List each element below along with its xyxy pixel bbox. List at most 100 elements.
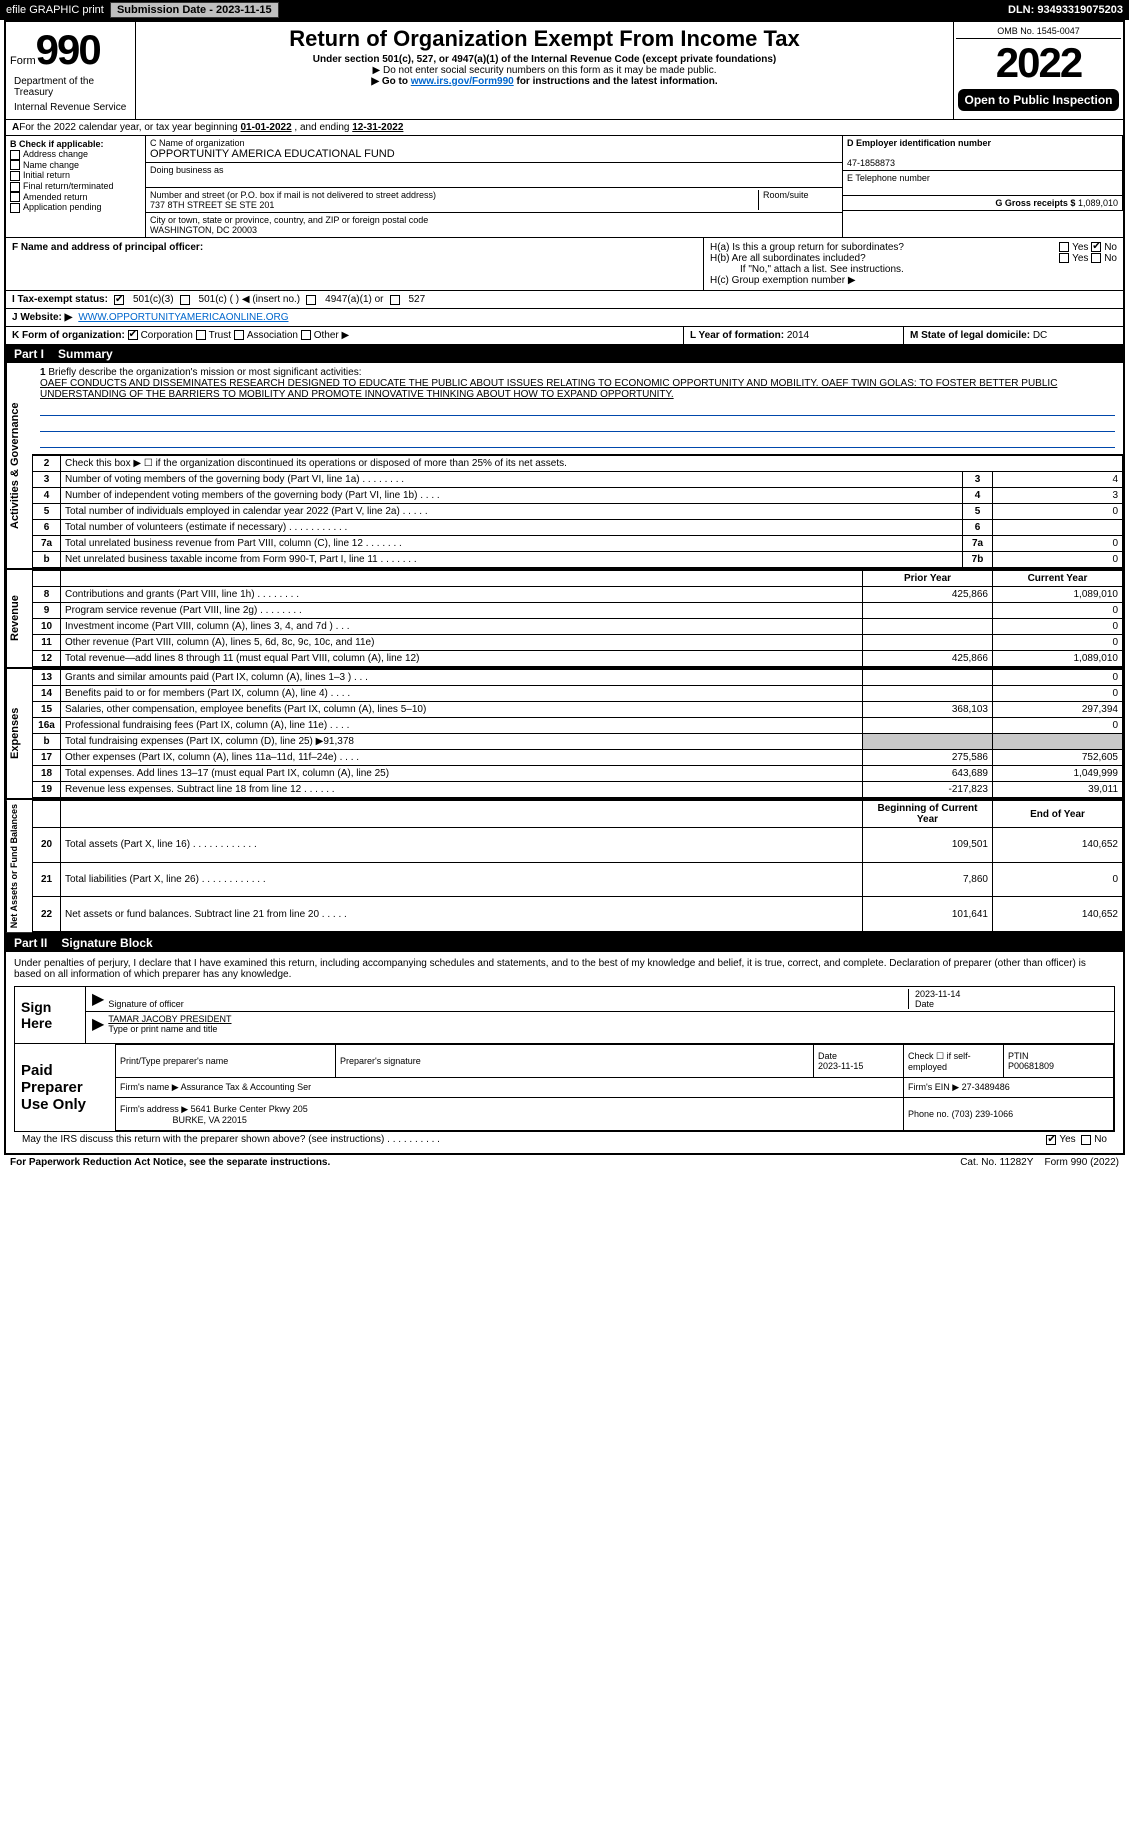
omb-number: OMB No. 1545-0047 xyxy=(956,24,1121,39)
street-value: 737 8TH STREET SE STE 201 xyxy=(150,200,274,210)
chk-amended-return[interactable] xyxy=(10,192,20,202)
chk-501c3[interactable] xyxy=(114,295,124,305)
j-label: J Website: ▶ xyxy=(12,312,72,323)
ptin-value: P00681809 xyxy=(1008,1061,1054,1071)
firm-phone-label: Phone no. xyxy=(908,1109,949,1119)
chk-initial-return[interactable] xyxy=(10,171,20,181)
firm-phone: (703) 239-1066 xyxy=(952,1109,1014,1119)
submission-date-button[interactable]: Submission Date - 2023-11-15 xyxy=(110,2,279,18)
expenses-table: 13Grants and similar amounts paid (Part … xyxy=(32,669,1123,798)
sign-here-label: Sign Here xyxy=(15,987,85,1043)
expenses-side-label: Expenses xyxy=(6,669,32,798)
firm-name: Assurance Tax & Accounting Ser xyxy=(181,1082,311,1092)
table-row: 2Check this box ▶ ☐ if the organization … xyxy=(33,456,1123,472)
k-label: K Form of organization: xyxy=(12,330,125,341)
blank-line xyxy=(40,418,1115,432)
org-name: OPPORTUNITY AMERICA EDUCATIONAL FUND xyxy=(150,148,395,160)
firm-addr1: 5641 Burke Center Pkwy 205 xyxy=(191,1104,308,1114)
d-label: D Employer identification number xyxy=(847,138,991,148)
signature-block: Under penalties of perjury, I declare th… xyxy=(6,952,1123,1153)
table-row: 15Salaries, other compensation, employee… xyxy=(33,702,1123,718)
chk-ha-no[interactable] xyxy=(1091,242,1101,252)
governance-side-label: Activities & Governance xyxy=(6,363,32,568)
chk-4947[interactable] xyxy=(306,295,316,305)
form-number: 990 xyxy=(36,26,100,73)
signer-name: TAMAR JACOBY PRESIDENT xyxy=(108,1014,231,1024)
paid-preparer-grid: Paid Preparer Use Only Print/Type prepar… xyxy=(14,1044,1115,1132)
form-word: Form xyxy=(10,55,36,67)
section-fh: F Name and address of principal officer:… xyxy=(6,238,1123,291)
chk-ha-yes[interactable] xyxy=(1059,242,1069,252)
table-row: bNet unrelated business taxable income f… xyxy=(33,552,1123,568)
table-row: 21Total liabilities (Part X, line 26) . … xyxy=(33,862,1123,897)
table-row: 7aTotal unrelated business revenue from … xyxy=(33,536,1123,552)
chk-assoc[interactable] xyxy=(234,330,244,340)
governance-table: 2Check this box ▶ ☐ if the organization … xyxy=(32,455,1123,568)
end-year-header: End of Year xyxy=(993,801,1123,828)
year-formation: 2014 xyxy=(787,330,809,341)
sig-officer-label: Signature of officer xyxy=(108,999,183,1009)
state-domicile: DC xyxy=(1033,330,1047,341)
chk-address-change[interactable] xyxy=(10,150,20,160)
section-c: C Name of organization OPPORTUNITY AMERI… xyxy=(146,136,843,237)
e-label: E Telephone number xyxy=(847,173,930,183)
ha-label: H(a) Is this a group return for subordin… xyxy=(710,242,904,253)
blank-line xyxy=(40,434,1115,448)
governance-section: Activities & Governance 1 Briefly descri… xyxy=(6,363,1123,570)
part-ii-title: Signature Block xyxy=(61,936,152,950)
blank-line xyxy=(40,402,1115,416)
dept-treasury: Department of the Treasury xyxy=(10,74,131,100)
firm-ein-label: Firm's EIN ▶ xyxy=(908,1082,959,1092)
street-label: Number and street (or P.O. box if mail i… xyxy=(150,190,436,200)
goto-post: for instructions and the latest informat… xyxy=(514,76,718,87)
hb-note: If "No," attach a list. See instructions… xyxy=(710,264,1117,275)
paid-preparer-table: Print/Type preparer's name Preparer's si… xyxy=(115,1044,1114,1131)
firm-addr-label: Firm's address ▶ xyxy=(120,1104,188,1114)
form-title: Return of Organization Exempt From Incom… xyxy=(140,26,949,52)
arrow-icon: ▶ xyxy=(92,1014,104,1034)
mission-block: 1 Briefly describe the organization's mi… xyxy=(32,363,1123,455)
prior-year-header: Prior Year xyxy=(863,571,993,587)
net-assets-section: Net Assets or Fund Balances Beginning of… xyxy=(6,800,1123,934)
chk-hb-yes[interactable] xyxy=(1059,253,1069,263)
hb-label: H(b) Are all subordinates included? xyxy=(710,253,866,264)
pra-notice: For Paperwork Reduction Act Notice, see … xyxy=(10,1157,330,1168)
chk-name-change[interactable] xyxy=(10,160,20,170)
chk-discuss-no[interactable] xyxy=(1081,1135,1091,1145)
tax-year: 2022 xyxy=(956,39,1121,87)
part-i-num: Part I xyxy=(14,347,44,361)
irs-link[interactable]: www.irs.gov/Form990 xyxy=(411,76,514,87)
prep-date: 2023-11-15 xyxy=(818,1061,863,1071)
city-value: WASHINGTON, DC 20003 xyxy=(150,225,257,235)
chk-corp[interactable] xyxy=(128,330,138,340)
table-row: 16aProfessional fundraising fees (Part I… xyxy=(33,718,1123,734)
table-row: 12Total revenue—add lines 8 through 11 (… xyxy=(33,651,1123,667)
chk-other[interactable] xyxy=(301,330,311,340)
form-header: Form990 Department of the Treasury Inter… xyxy=(6,22,1123,120)
section-f: F Name and address of principal officer: xyxy=(6,238,703,290)
section-deg: D Employer identification number 47-1858… xyxy=(843,136,1123,237)
table-row: 13Grants and similar amounts paid (Part … xyxy=(33,670,1123,686)
website-link[interactable]: WWW.OPPORTUNITYAMERICAONLINE.ORG xyxy=(78,312,288,323)
chk-501c[interactable] xyxy=(180,295,190,305)
sig-date: 2023-11-14 xyxy=(915,989,960,999)
chk-hb-no[interactable] xyxy=(1091,253,1101,263)
prep-sig-h: Preparer's signature xyxy=(336,1045,814,1078)
chk-application-pending[interactable] xyxy=(10,203,20,213)
section-klm: K Form of organization: Corporation Trus… xyxy=(6,327,1123,345)
section-h: H(a) Is this a group return for subordin… xyxy=(703,238,1123,290)
efile-label: efile GRAPHIC print xyxy=(6,4,104,16)
section-i: I Tax-exempt status: 501(c)(3) 501(c) ( … xyxy=(6,291,1123,309)
table-row: 11Other revenue (Part VIII, column (A), … xyxy=(33,635,1123,651)
chk-trust[interactable] xyxy=(196,330,206,340)
chk-final-return[interactable] xyxy=(10,182,20,192)
section-b-checkboxes: B Check if applicable: Address change Na… xyxy=(6,136,146,237)
table-row: 20Total assets (Part X, line 16) . . . .… xyxy=(33,828,1123,863)
table-row: 8Contributions and grants (Part VIII, li… xyxy=(33,587,1123,603)
chk-discuss-yes[interactable] xyxy=(1046,1135,1056,1145)
paid-preparer-label: Paid Preparer Use Only xyxy=(15,1044,115,1131)
table-row: 3Number of voting members of the governi… xyxy=(33,472,1123,488)
chk-527[interactable] xyxy=(390,295,400,305)
table-row: 10Investment income (Part VIII, column (… xyxy=(33,619,1123,635)
arrow-icon: ▶ xyxy=(92,989,104,1009)
